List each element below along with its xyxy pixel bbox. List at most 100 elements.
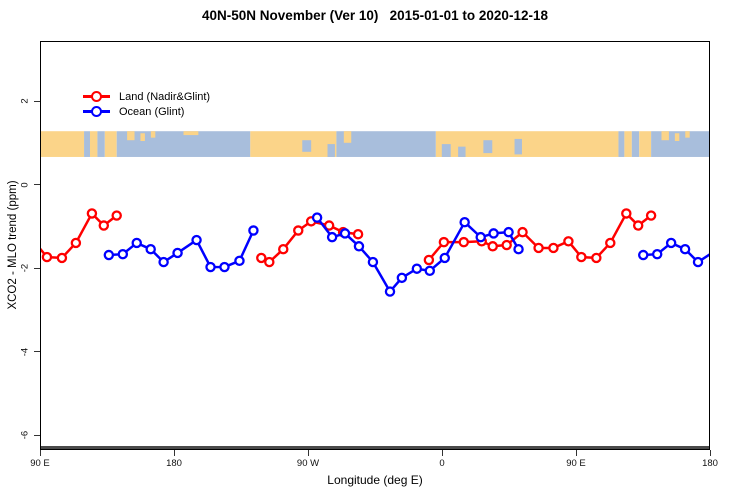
data-point-marker (293, 225, 304, 236)
map-band-land-segment (104, 131, 117, 157)
data-point-marker (117, 248, 129, 260)
data-point-marker (576, 251, 587, 263)
x-tick-mark (39, 450, 41, 456)
map-band-ocean-segment (97, 131, 105, 157)
data-point-marker (692, 256, 704, 268)
data-point-marker (131, 237, 142, 249)
plot-area: Land (Nadir&Glint) Ocean (Glint) (40, 41, 710, 450)
data-point-marker (423, 254, 435, 266)
map-band-land-patch (183, 131, 199, 136)
data-point-marker (111, 210, 122, 221)
map-band-land-patch (343, 131, 352, 143)
data-point-marker (234, 255, 245, 267)
data-point-marker (638, 249, 649, 261)
data-point-marker (56, 252, 68, 264)
data-point-marker (424, 265, 436, 277)
data-point-marker (645, 210, 657, 221)
data-point-marker (651, 248, 663, 260)
data-point-marker (256, 252, 267, 264)
data-point-marker (248, 225, 259, 236)
data-point-marker (86, 208, 98, 219)
map-band-land-segment (250, 131, 337, 157)
data-point-marker (264, 256, 275, 268)
data-point-marker (158, 256, 169, 268)
data-point-marker (98, 220, 110, 231)
x-tick-label: 90 E (30, 458, 50, 469)
map-band-land-patch (674, 133, 680, 141)
data-point-marker (621, 208, 632, 219)
data-point-marker (563, 236, 574, 247)
data-point-marker (352, 229, 364, 240)
legend-item-ocean: Ocean (Glint) (83, 104, 210, 119)
land-series-marker-icon (83, 91, 110, 102)
map-band-land-patch (685, 131, 690, 138)
map-band-land-patch (127, 131, 135, 141)
data-point-marker (665, 237, 677, 249)
map-band-land-patch (661, 131, 669, 141)
data-point-marker (605, 237, 616, 249)
map-band-ocean-patch (327, 144, 335, 157)
series-line (108, 229, 255, 269)
map-band-ocean-patch (441, 144, 451, 157)
data-point-marker (439, 252, 451, 264)
map-band-ocean-segment (631, 131, 640, 157)
legend-label-land: Land (Nadir&Glint) (119, 90, 211, 103)
data-point-marker (219, 261, 230, 273)
data-point-marker (438, 236, 450, 248)
data-point-marker (191, 234, 202, 246)
data-point-marker (396, 272, 408, 284)
map-band-land-patch (140, 133, 145, 141)
map-band-land-segment (435, 131, 619, 157)
map-band-ocean-patch (514, 138, 522, 155)
y-tick-label: -4 (19, 347, 31, 356)
data-point-marker (487, 241, 498, 252)
map-band-ocean-segment (618, 131, 625, 157)
data-point-marker (459, 216, 470, 228)
x-tick-mark (709, 450, 711, 456)
data-point-marker (278, 243, 289, 255)
x-tick-mark (441, 450, 443, 456)
data-point-marker (501, 239, 512, 251)
x-tick-mark (173, 450, 175, 456)
data-point-marker (103, 249, 115, 261)
data-point-marker (339, 228, 351, 239)
x-tick-label: 90 W (296, 458, 320, 469)
data-point-marker (632, 220, 644, 231)
x-tick-label: 180 (702, 458, 718, 469)
data-point-marker (353, 241, 365, 252)
x-tick-label: 0 (439, 458, 445, 469)
y-tick-mark (34, 267, 40, 269)
y-tick-label: -6 (19, 430, 31, 440)
map-band (41, 131, 709, 157)
series-line (427, 212, 652, 261)
data-point-marker (513, 243, 524, 255)
land-series (41, 208, 657, 268)
data-point-marker (367, 256, 379, 268)
map-band-ocean-patch (483, 140, 493, 154)
ocean-series (103, 212, 709, 297)
legend: Land (Nadir&Glint) Ocean (Glint) (83, 89, 210, 119)
data-point-marker (326, 231, 338, 243)
data-point-marker (458, 236, 470, 248)
y-tick-label: -2 (19, 263, 31, 273)
y-axis-title: XCO2 - MLO trend (ppm) (7, 180, 19, 310)
data-point-marker (411, 263, 423, 274)
data-point-marker (172, 247, 183, 259)
map-band-ocean-patch (302, 140, 312, 152)
map-band-ocean-patch (458, 146, 466, 157)
x-tick-mark (307, 450, 309, 456)
map-band-land-segment (89, 131, 98, 157)
map-band-land-segment (41, 131, 85, 157)
data-point-marker (41, 251, 53, 263)
data-point-marker (145, 243, 156, 255)
ocean-series-marker-icon (83, 106, 110, 117)
x-axis-title: Longitude (deg E) (327, 473, 423, 487)
map-band-ocean-segment (116, 131, 251, 157)
data-point-marker (311, 212, 323, 223)
series-line (316, 216, 520, 293)
x-tick-label: 180 (166, 458, 182, 469)
map-band-ocean-segment (651, 131, 709, 157)
data-point-marker (591, 252, 602, 264)
x-tick-label: 90 E (566, 458, 586, 469)
